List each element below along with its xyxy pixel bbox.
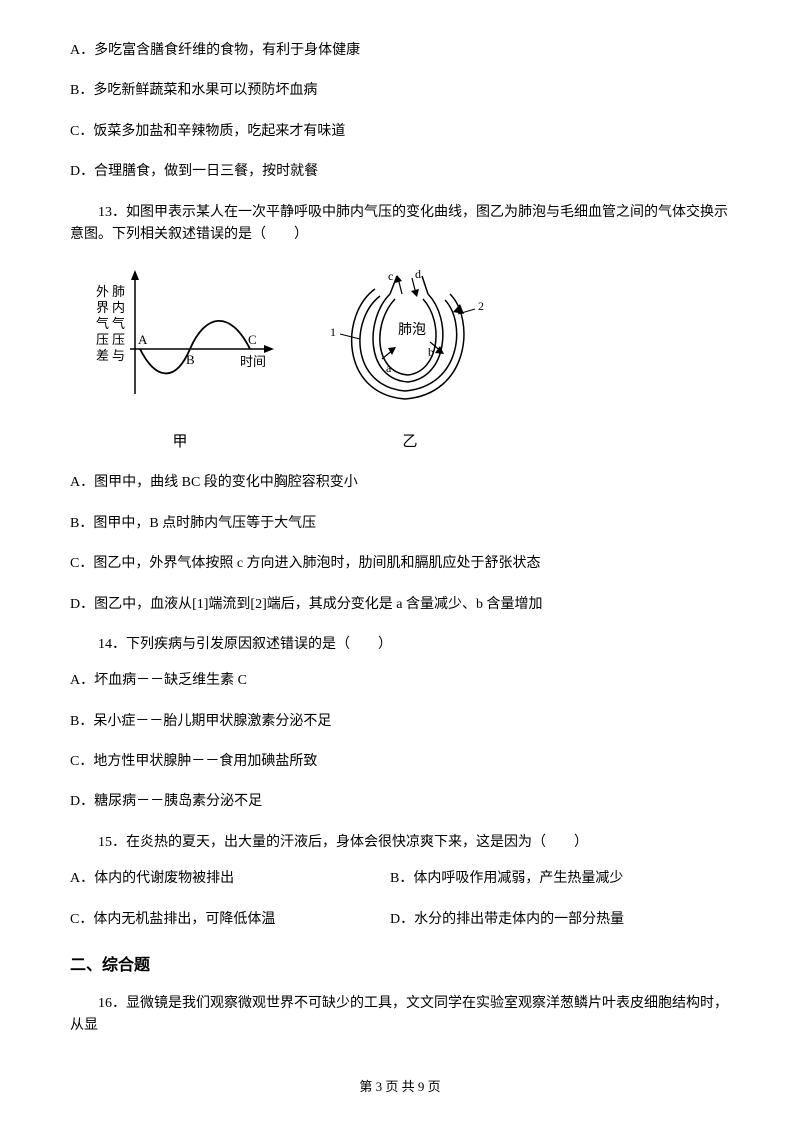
- q13-option-d: D．图乙中，血液从[1]端流到[2]端后，其成分变化是 a 含量减少、b 含量增…: [70, 594, 730, 616]
- q12-option-a: A．多吃富含膳食纤维的食物，有利于身体健康: [70, 40, 730, 62]
- xlabel: 时间: [240, 354, 266, 369]
- q12-option-d: D．合理膳食，做到一日三餐，按时就餐: [70, 161, 730, 183]
- lbl-a: a: [386, 361, 392, 375]
- figure-jia: 外 界 气 压 差 肺 内 气 压 与 A B C 时间 甲: [80, 264, 280, 454]
- q15-option-a: A．体内的代谢废物被排出: [70, 868, 390, 890]
- ylab2-4: 与: [112, 348, 125, 363]
- q15-intro: 15．在炎热的夏天，出大量的汗液后，身体会很快凉爽下来，这是因为（ ）: [70, 832, 730, 854]
- alveolus-label: 肺泡: [398, 322, 426, 338]
- lbl-b: b: [428, 345, 434, 359]
- q13-option-a: A．图甲中，曲线 BC 段的变化中胸腔容积变小: [70, 472, 730, 494]
- caption-jia: 甲: [172, 430, 187, 454]
- q13-intro: 13．如图甲表示某人在一次平静呼吸中肺内气压的变化曲线，图乙为肺泡与毛细血管之间…: [70, 202, 730, 247]
- q16-intro: 16．显微镜是我们观察微观世界不可缺少的工具，文文同学在实验室观察洋葱鳞片叶表皮…: [70, 993, 730, 1038]
- lbl-d: d: [415, 267, 421, 281]
- q14-intro: 14．下列疾病与引发原因叙述错误的是（ ）: [70, 634, 730, 656]
- lbl-c: c: [388, 269, 393, 283]
- pt-a: A: [138, 332, 148, 347]
- q14-option-d: D．糖尿病－－胰岛素分泌不足: [70, 791, 730, 813]
- q15-option-d: D．水分的排出带走体内的一部分热量: [390, 909, 624, 931]
- page-footer: 第 3 页 共 9 页: [70, 1077, 730, 1098]
- q13-option-c: C．图乙中，外界气体按照 c 方向进入肺泡时，肋间肌和膈肌应处于舒张状态: [70, 553, 730, 575]
- ylab2-1: 内: [112, 300, 125, 315]
- lbl-1: 1: [330, 325, 336, 339]
- ylab1-3: 压: [96, 332, 109, 347]
- q15-row2: C．体内无机盐排出，可降低体温 D．水分的排出带走体内的一部分热量: [70, 909, 730, 931]
- ylab1-1: 界: [96, 300, 109, 315]
- q13-figures: 外 界 气 压 差 肺 内 气 压 与 A B C 时间 甲: [80, 264, 730, 454]
- chart-yi-svg: 肺泡 c d a b 1 2: [320, 264, 500, 424]
- ylab1-2: 气: [96, 316, 109, 331]
- q12-option-b: B．多吃新鲜蔬菜和水果可以预防坏血病: [70, 80, 730, 102]
- pt-c: C: [248, 332, 257, 347]
- pt-b: B: [186, 352, 195, 367]
- q14-option-a: A．坏血病－－缺乏维生素 C: [70, 670, 730, 692]
- lbl-2: 2: [478, 299, 484, 313]
- q12-option-c: C．饭菜多加盐和辛辣物质，吃起来才有味道: [70, 121, 730, 143]
- ylab2-3: 压: [112, 332, 125, 347]
- ylab1-0: 外: [96, 284, 109, 299]
- q13-option-b: B．图甲中，B 点时肺内气压等于大气压: [70, 513, 730, 535]
- q15-option-c: C．体内无机盐排出，可降低体温: [70, 909, 390, 931]
- section-2-heading: 二、综合题: [70, 953, 730, 979]
- ylab2-2: 气: [112, 316, 125, 331]
- ylab2-0: 肺: [112, 284, 125, 299]
- q14-option-b: B．呆小症－－胎儿期甲状腺激素分泌不足: [70, 711, 730, 733]
- chart-jia-svg: 外 界 气 压 差 肺 内 气 压 与 A B C 时间: [80, 264, 280, 424]
- figure-yi: 肺泡 c d a b 1 2 乙: [320, 264, 500, 454]
- caption-yi: 乙: [402, 430, 417, 454]
- ylab1-4: 差: [96, 348, 109, 363]
- q15-row1: A．体内的代谢废物被排出 B．体内呼吸作用减弱，产生热量减少: [70, 868, 730, 890]
- q15-option-b: B．体内呼吸作用减弱，产生热量减少: [390, 868, 623, 890]
- q14-option-c: C．地方性甲状腺肿－－食用加碘盐所致: [70, 751, 730, 773]
